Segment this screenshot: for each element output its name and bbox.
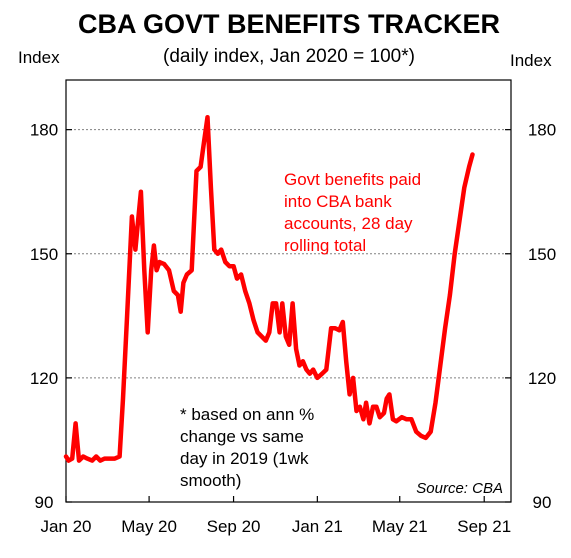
- annotation-line: into CBA bank: [284, 192, 392, 211]
- chart-subtitle: (daily index, Jan 2020 = 100*): [163, 46, 415, 67]
- annotation-line: smooth): [180, 471, 241, 490]
- source-note: Source: CBA: [416, 480, 503, 497]
- annotation-govt-benefits: Govt benefits paid into CBA bank accounts,…: [284, 170, 421, 255]
- tick-layer: [65, 129, 511, 503]
- y-axis-unit-left: Index: [18, 48, 60, 67]
- series-line-0: [63, 114, 475, 463]
- tick-label-layer: 90 90 120 120 150 150 180 180 Jan 20 May 20 Sep 20…: [30, 121, 556, 536]
- x-tick-label: May 21: [372, 517, 428, 536]
- x-tick-label: Jan 20: [40, 517, 91, 536]
- y-tick-label-left: 120: [30, 369, 58, 388]
- y-tick-label-left: 180: [30, 121, 58, 140]
- plot-frame: [65, 79, 512, 503]
- y-tick-label-right: 90: [533, 493, 552, 512]
- annotation-line: Govt benefits paid: [284, 170, 421, 189]
- y-tick-label-right: 180: [528, 121, 556, 140]
- annotation-footnote: * based on ann % change vs same day in 201…: [180, 405, 314, 490]
- x-tick-label: May 20: [121, 517, 177, 536]
- y-tick-label-right: 150: [528, 245, 556, 264]
- annotation-line: day in 2019 (1wk: [180, 449, 309, 468]
- annotation-line: * based on ann %: [180, 405, 314, 424]
- y-tick-label-right: 120: [528, 369, 556, 388]
- annotation-line: accounts, 28 day: [284, 214, 413, 233]
- annotation-line: change vs same: [180, 427, 304, 446]
- x-tick-label: Sep 20: [207, 517, 261, 536]
- y-tick-label-left: 150: [30, 245, 58, 264]
- x-tick-label: Sep 21: [457, 517, 511, 536]
- annotation-line: rolling total: [284, 236, 366, 255]
- y-tick-label-left: 90: [35, 493, 54, 512]
- series-layer: [63, 114, 475, 463]
- y-axis-unit-right: Index: [510, 51, 552, 70]
- x-tick-label: Jan 21: [292, 517, 343, 536]
- chart-title: CBA GOVT BENEFITS TRACKER: [78, 9, 500, 39]
